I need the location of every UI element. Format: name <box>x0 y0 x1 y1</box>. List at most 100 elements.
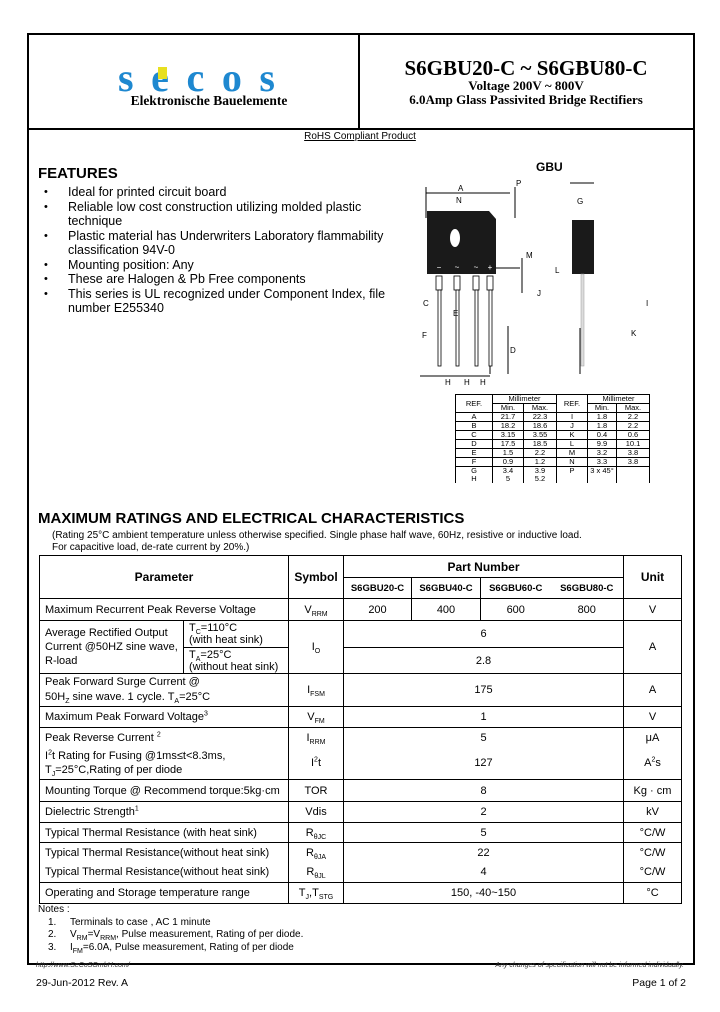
param-text: Dielectric Strength <box>45 806 135 818</box>
note-text: , Pulse measurement, Rating of per diode… <box>116 929 304 940</box>
feature-item: Mounting position: Any <box>42 258 398 273</box>
rating-conditions: (Rating 25°C ambient temperature unless … <box>52 530 582 541</box>
website-link[interactable]: http://www.SeCoSGmbH.com/ <box>36 962 130 969</box>
cond-sub: C <box>195 629 201 637</box>
dim-value: 2.2 <box>616 421 650 431</box>
unit-cell: Kg · cm <box>623 779 682 802</box>
header-part: S6GBU20-C <box>343 577 412 599</box>
feature-item: These are Halogen & Pb Free components <box>42 272 398 287</box>
disclaimer: Any changes of specification will not be… <box>495 962 684 969</box>
value-cell: 600 <box>480 598 551 621</box>
table-row: Peak Forward Surge Current @ 50HZ sine wa… <box>39 673 682 707</box>
value-cell: 22 <box>343 842 624 863</box>
cond-text: T <box>189 622 196 634</box>
value-cell: 800 <box>550 598 624 621</box>
condition-cell: TC=110°C (with heat sink) <box>183 620 289 648</box>
header-parameter: Parameter <box>39 555 289 599</box>
dim-label: E <box>453 309 458 318</box>
param-text: Peak Forward Surge Current @ <box>45 676 200 688</box>
ratings-table: Parameter Symbol Part Number Unit S6GBU2… <box>39 555 682 904</box>
note-sub: RM <box>76 935 88 942</box>
unit-sup: 2 <box>651 756 656 764</box>
param-sup: 2 <box>48 749 52 757</box>
dim-row: A 21.7 22.3 I 1.8 2.2 <box>455 412 650 422</box>
note-number: 1. <box>48 916 57 928</box>
rating-conditions: For capacitive load, de-rate current by … <box>52 542 250 553</box>
package-drawing: − ~ ~ + A B C D E F G H H H I J K L <box>420 179 648 387</box>
param-cell: I2t Rating for Fusing @1ms≤t<8.3ms, TJ=25… <box>39 747 289 780</box>
dim-label: G <box>577 197 583 206</box>
note-3: 3. IFM=6.0A, Pulse measurement, Rating of… <box>38 942 684 955</box>
unit-cell: A2s <box>623 747 682 780</box>
table-row: I2t Rating for Fusing @1ms≤t<8.3ms, TJ=25… <box>39 747 682 780</box>
voltage-subtitle: Voltage 200V ~ 800V <box>468 78 584 93</box>
revision-date: 29-Jun-2012 Rev. A <box>36 977 129 989</box>
note-text: V <box>70 929 77 940</box>
feature-item: Reliable low cost construction utilizing… <box>42 200 398 229</box>
dim-label: N <box>456 196 462 205</box>
header-part: S6GBU60-C <box>480 577 551 599</box>
param-cell: Peak Reverse Current 2 <box>39 727 289 748</box>
dim-label: P <box>516 179 521 188</box>
condition-cell: TA=25°C (without heat sink) <box>183 647 289 674</box>
param-cell: Typical Thermal Resistance (with heat si… <box>39 822 289 843</box>
dim-value <box>616 475 650 483</box>
dim-value: 0.6 <box>616 430 650 440</box>
ratings-and-notes: Parameter Symbol Part Number Unit S6GBU2… <box>38 555 684 955</box>
symbol-cell: RθJA <box>288 842 344 863</box>
param-cell: Average Rectified Output Current @50HZ s… <box>39 620 184 674</box>
dim-ref <box>556 475 588 483</box>
symbol-cell: RθJC <box>288 822 344 843</box>
dim-value <box>616 466 650 475</box>
ratings-title: MAXIMUM RATINGS AND ELECTRICAL CHARACTER… <box>38 510 465 527</box>
dim-label: M <box>526 251 533 260</box>
description-subtitle: 6.0Amp Glass Passivited Bridge Rectifier… <box>409 92 643 107</box>
note-text: =V <box>87 929 101 940</box>
table-row: Operating and Storage temperature range … <box>39 882 682 904</box>
param-text: t Rating for Fusing @1ms≤t<8.3ms, <box>51 750 226 763</box>
features-list: Ideal for printed circuit board Reliable… <box>42 185 398 316</box>
dim-label: A <box>458 184 464 193</box>
symbol: I <box>306 731 310 744</box>
symbol: V <box>304 603 312 616</box>
symbol: T <box>298 887 306 899</box>
table-row: Peak Reverse Current 2 IRRM 5 μA <box>39 727 682 748</box>
table-row: Maximum Peak Forward Voltage3 VFM 1 V <box>39 706 682 728</box>
package-side-view <box>572 220 594 274</box>
symbol: I <box>307 684 311 696</box>
cond-text: T <box>189 648 196 661</box>
dim-value: 5 <box>492 475 524 483</box>
symbol-sub: RRM <box>311 610 328 618</box>
value-cell: 200 <box>343 598 412 621</box>
notes: Notes : 1. Terminals to case , AC 1 minut… <box>38 904 684 955</box>
table-row: Dielectric Strength1 Vdis 2 kV <box>39 801 682 823</box>
table-row: Mounting Torque @ Recommend torque:5kg·c… <box>39 779 682 802</box>
header-vertical-divider <box>358 33 360 129</box>
table-row: Typical Thermal Resistance(without heat … <box>39 862 682 883</box>
symbol-cell: RθJL <box>288 862 344 883</box>
dim-row: G 3.4 3.9 P 3 x 45° <box>455 466 650 475</box>
dim-label: C <box>423 299 429 308</box>
value-cell: 2.8 <box>343 647 624 674</box>
note-number: 3. <box>48 941 57 953</box>
value-cell: 6 <box>343 620 624 648</box>
symbol: R <box>306 866 315 879</box>
note-text: I <box>70 941 73 953</box>
symbol-sub: J <box>305 894 310 902</box>
cond-sub: A <box>195 655 201 663</box>
unit-cell: V <box>623 598 682 621</box>
page-frame <box>27 33 695 965</box>
symbol-sup: 2 <box>314 756 318 764</box>
symbol-sub: RRM <box>309 738 326 746</box>
dim-row: F 0.9 1.2 N 3.3 3.8 <box>455 457 650 467</box>
value-cell: 2 <box>343 801 624 823</box>
param-cell: Dielectric Strength1 <box>39 801 289 823</box>
param-cell: Operating and Storage temperature range <box>39 882 289 904</box>
dim-label: H <box>445 378 451 387</box>
dimensions-body: A 21.7 22.3 I 1.8 2.2 B 18.2 18.6 J 1.8 2.2 C 3.15 3.5… <box>455 412 650 483</box>
note-sub: RRM <box>100 935 117 942</box>
dim-value: 3.8 <box>616 457 650 467</box>
package-body <box>427 211 496 274</box>
cond-text: =25°C <box>200 648 232 661</box>
pin-mark: ~ <box>455 263 460 272</box>
